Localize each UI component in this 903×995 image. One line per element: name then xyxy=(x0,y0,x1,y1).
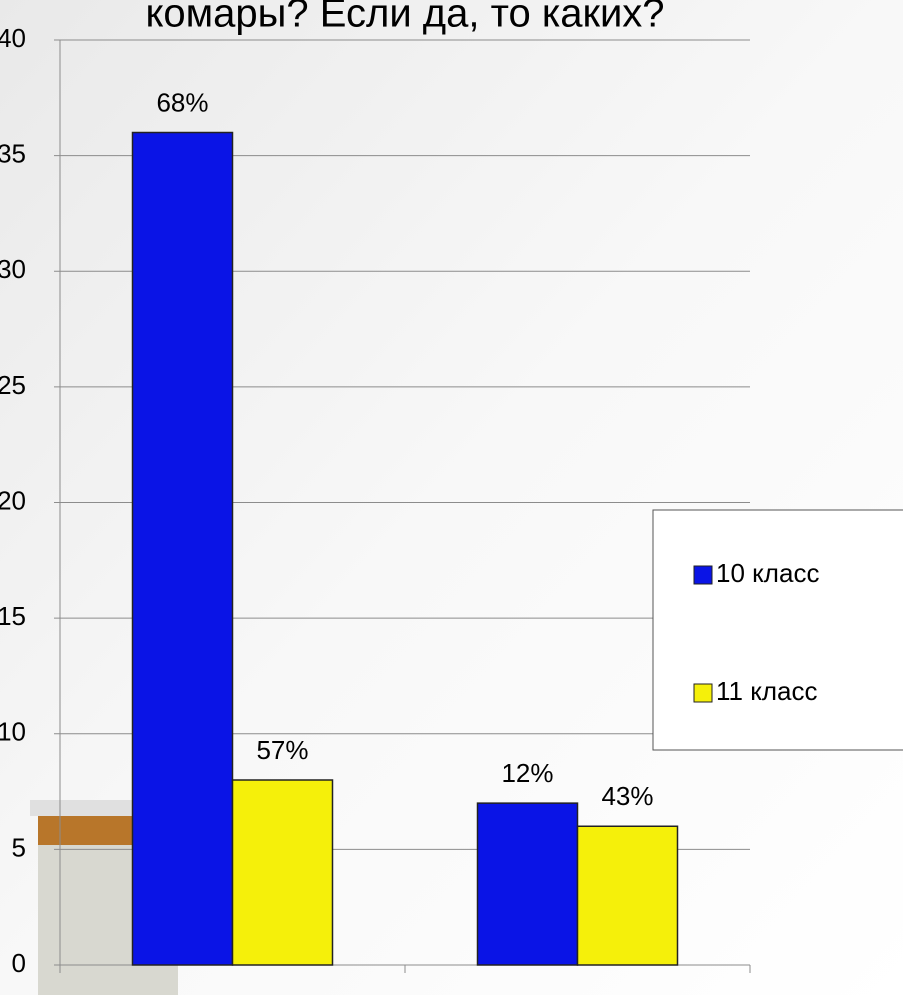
legend-label: 10 класс xyxy=(716,558,819,588)
y-tick-label: 5 xyxy=(12,832,26,862)
bar xyxy=(576,825,679,966)
y-tick-label: 10 xyxy=(0,717,26,747)
bar xyxy=(231,779,334,966)
data-label: 68% xyxy=(156,87,208,117)
y-tick-label: 20 xyxy=(0,485,26,515)
data-label: 57% xyxy=(256,735,308,765)
y-tick-label: 25 xyxy=(0,370,26,400)
legend-box xyxy=(652,509,903,751)
data-label: 12% xyxy=(501,758,553,788)
data-label: 43% xyxy=(601,781,653,811)
y-tick-label: 15 xyxy=(0,601,26,631)
bar xyxy=(476,802,579,966)
chart-title: комары? Если да, то каких? xyxy=(145,0,664,36)
y-tick-label: 40 xyxy=(0,23,26,53)
y-tick-label: 0 xyxy=(12,948,26,978)
y-tick-label: 30 xyxy=(0,254,26,284)
legend-swatch xyxy=(693,683,713,703)
y-tick-label: 35 xyxy=(0,139,26,169)
legend-swatch xyxy=(693,565,713,585)
bar xyxy=(131,131,234,966)
legend-label: 11 класс xyxy=(716,676,818,706)
